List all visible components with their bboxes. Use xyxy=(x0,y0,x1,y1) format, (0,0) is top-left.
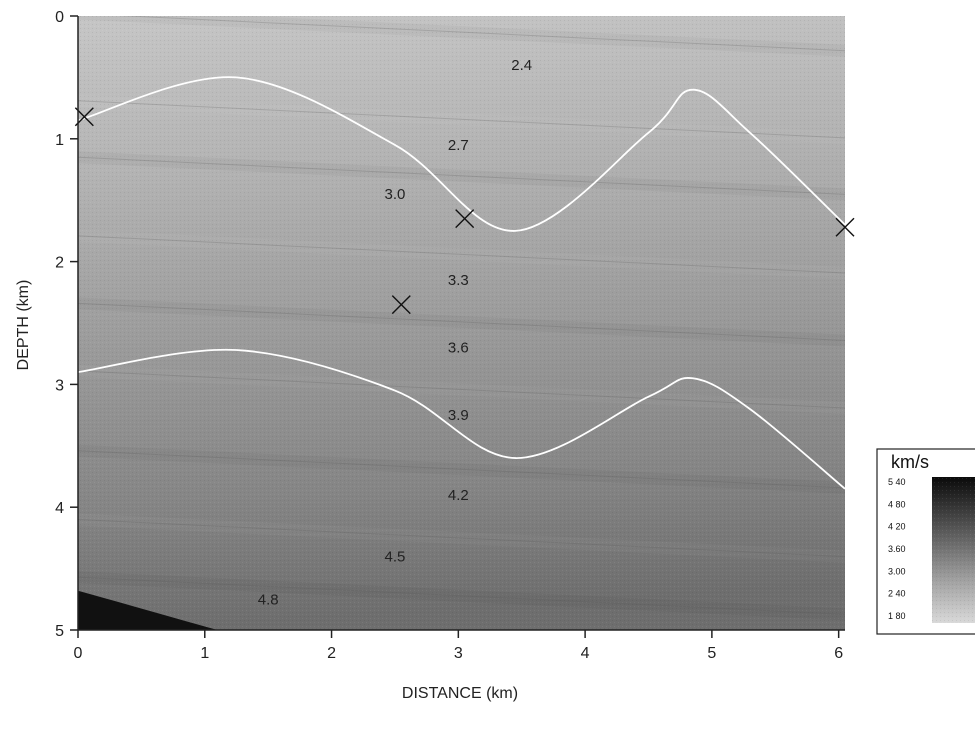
cross-marker xyxy=(455,209,475,229)
colorbar-texture xyxy=(932,477,975,623)
colorbar-tick-label: 4 80 xyxy=(888,499,906,509)
colorbar-legend: km/s 5 40 4 80 4 20 3.60 3.00 2 40 1 80 xyxy=(876,448,975,635)
white-interface-curve-2 xyxy=(78,348,845,490)
x-tick-label: 4 xyxy=(581,645,590,662)
contour-line xyxy=(118,16,845,52)
colorbar-tick-label: 3.00 xyxy=(888,566,906,576)
x-tick-label: 2 xyxy=(327,645,336,662)
axes: 0 1 2 3 4 5 6 0 1 2 3 4 5 xyxy=(55,9,845,662)
colorbar-title: km/s xyxy=(891,452,929,472)
cross-marker xyxy=(391,295,411,315)
contour-line xyxy=(78,450,845,489)
contour-line xyxy=(78,100,845,139)
contour-label: 3.6 xyxy=(448,340,469,357)
x-tick-label: 1 xyxy=(200,645,209,662)
colorbar-tick-label: 5 40 xyxy=(888,477,906,487)
colorbar-tick-label: 3.60 xyxy=(888,544,906,554)
contour-label: 3.3 xyxy=(448,272,469,289)
markers xyxy=(74,107,855,315)
white-interface-curve-1 xyxy=(78,76,845,232)
colorbar-tick-label: 1 80 xyxy=(888,611,906,621)
y-tick-label: 4 xyxy=(55,500,64,517)
contour-line xyxy=(78,370,845,409)
x-tick-label: 0 xyxy=(74,645,83,662)
y-tick-label: 1 xyxy=(55,132,64,149)
x-ticks: 0 1 2 3 4 5 6 xyxy=(74,630,843,662)
velocity-field-texture xyxy=(78,16,845,630)
white-interface-curves xyxy=(78,76,845,490)
x-tick-label: 3 xyxy=(454,645,463,662)
y-tick-label: 2 xyxy=(55,255,64,272)
contour-label: 2.4 xyxy=(511,57,532,74)
colorbar-tick-labels: 5 40 4 80 4 20 3.60 3.00 2 40 1 80 xyxy=(888,477,906,621)
cross-marker xyxy=(835,217,855,237)
contour-bands xyxy=(78,16,845,615)
colorbar-tick-label: 2 40 xyxy=(888,589,906,599)
x-axis-label: DISTANCE (km) xyxy=(402,685,518,702)
y-ticks: 0 1 2 3 4 5 xyxy=(55,9,78,640)
contour-line xyxy=(78,576,845,615)
x-tick-label: 6 xyxy=(834,645,843,662)
contour-line xyxy=(78,235,845,274)
contour-line xyxy=(78,302,845,341)
high-velocity-zone xyxy=(78,590,218,630)
contour-label: 4.8 xyxy=(258,591,279,608)
contour-label: 2.7 xyxy=(448,137,469,154)
plot-area: 2.4 2.7 3.0 3.3 3.6 3.9 4.2 4.5 4.8 xyxy=(74,16,855,630)
x-tick-label: 5 xyxy=(707,645,716,662)
colorbar-tick-label: 4 20 xyxy=(888,522,906,532)
contour-line xyxy=(78,518,845,558)
contour-label: 4.2 xyxy=(448,487,469,504)
contour-line xyxy=(78,156,845,195)
contour-label: 4.5 xyxy=(385,548,406,565)
y-axis-label: DEPTH (km) xyxy=(15,280,32,371)
y-tick-label: 0 xyxy=(55,9,64,26)
y-tick-label: 3 xyxy=(55,377,64,394)
contour-label: 3.0 xyxy=(385,186,406,203)
y-tick-label: 5 xyxy=(55,623,64,640)
contour-label: 3.9 xyxy=(448,407,469,424)
contour-labels: 2.4 2.7 3.0 3.3 3.6 3.9 4.2 4.5 4.8 xyxy=(258,57,532,608)
